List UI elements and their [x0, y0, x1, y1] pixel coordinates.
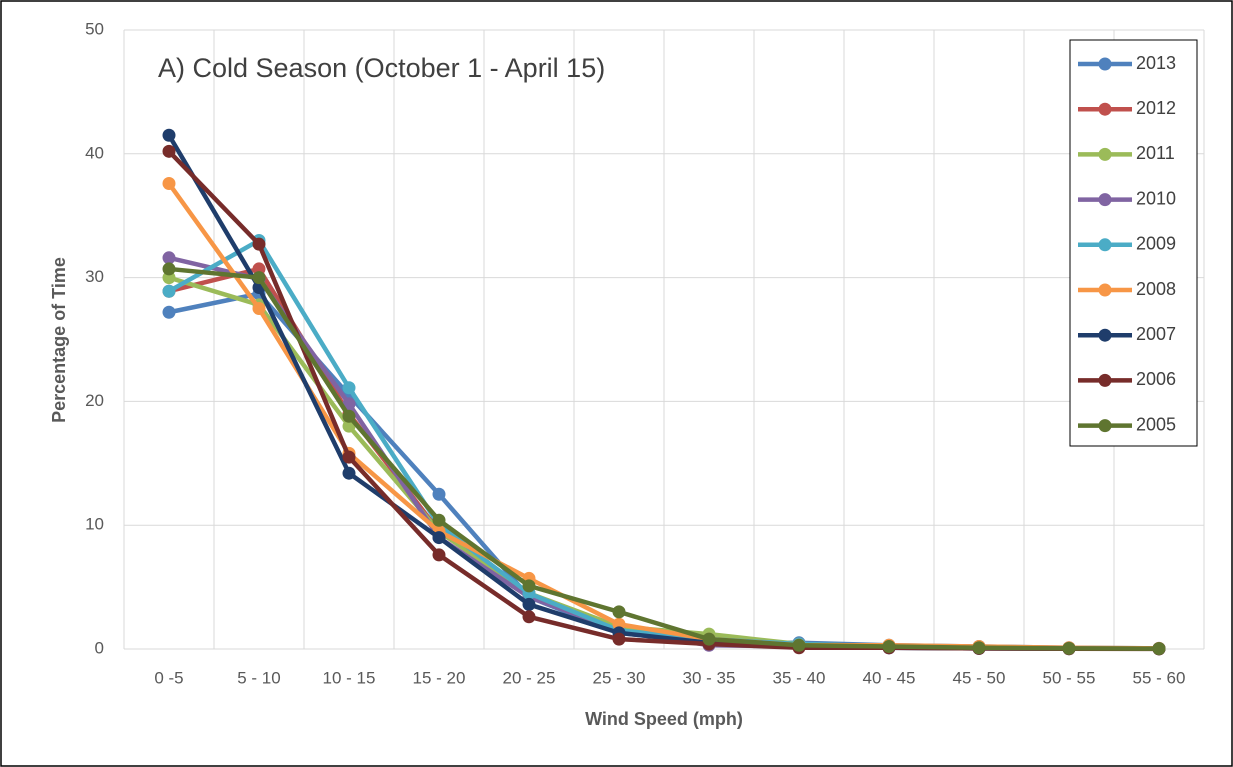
legend-marker: [1098, 57, 1112, 71]
series-line: [168, 266, 1160, 651]
x-tick-label: 50 - 55: [1043, 668, 1096, 687]
legend-label: 2011: [1136, 143, 1175, 163]
point: [342, 466, 356, 480]
legend-marker: [1098, 283, 1112, 297]
y-tick-label: 20: [85, 391, 104, 410]
point: [1152, 642, 1166, 656]
grid: 0 10 20 30 40 50 0 -5 5 - 10 10 - 15 15 - 20 20 - …: [85, 19, 1205, 687]
point: [972, 641, 986, 655]
x-tick-label: 5 - 10: [237, 668, 280, 687]
point: [792, 638, 806, 652]
point: [342, 409, 356, 423]
y-tick-label: 30: [85, 267, 104, 286]
legend-marker: [1098, 147, 1112, 161]
legend-marker: [1098, 419, 1112, 433]
x-axis-title: Wind Speed (mph): [585, 709, 743, 729]
point: [522, 597, 536, 611]
y-tick-label: 40: [85, 143, 104, 162]
point: [252, 237, 266, 251]
x-tick-label: 15 - 20: [413, 668, 466, 687]
point: [432, 487, 446, 501]
legend-marker: [1098, 328, 1112, 342]
point: [162, 284, 176, 298]
y-tick-label: 10: [85, 515, 104, 534]
point: [702, 632, 716, 646]
x-tick-label: 35 - 40: [773, 668, 826, 687]
legend-label: 2006: [1136, 369, 1176, 389]
point: [612, 632, 626, 646]
x-tick-label: 55 - 60: [1133, 668, 1186, 687]
legend-label: 2009: [1136, 234, 1176, 254]
legend-label: 2010: [1136, 188, 1176, 208]
x-tick-label: 40 - 45: [863, 668, 916, 687]
point: [162, 144, 176, 158]
x-tick-label: 20 - 25: [503, 668, 556, 687]
y-axis-title: Percentage of Time: [49, 257, 69, 423]
point: [432, 531, 446, 545]
plot: [162, 128, 1166, 656]
legend-label: 2008: [1136, 279, 1176, 299]
x-tick-label: 45 - 50: [953, 668, 1006, 687]
x-tick-label: 10 - 15: [323, 668, 376, 687]
point: [342, 381, 356, 395]
x-tick-label: 30 - 35: [683, 668, 736, 687]
point: [162, 177, 176, 191]
legend-marker: [1098, 102, 1112, 116]
point: [432, 513, 446, 527]
legend-label: 2007: [1136, 324, 1176, 344]
point: [162, 128, 176, 142]
legend-marker: [1098, 373, 1112, 387]
point: [252, 271, 266, 285]
chart-title: A) Cold Season (October 1 - April 15): [158, 53, 605, 83]
legend-label: 2005: [1136, 414, 1176, 434]
y-tick-label: 50: [85, 19, 104, 38]
legend: 2013 2012 2011 2010 2009 2008 2007 2006 2005: [1069, 39, 1198, 447]
point: [882, 640, 896, 654]
x-tick-label: 0 -5: [154, 668, 183, 687]
point: [162, 305, 176, 319]
point: [612, 605, 626, 619]
legend-marker: [1098, 193, 1112, 207]
point: [162, 262, 176, 276]
legend-label: 2013: [1136, 53, 1176, 73]
point: [252, 302, 266, 316]
legend-marker: [1098, 238, 1112, 252]
point: [1062, 641, 1076, 655]
point: [432, 548, 446, 562]
legend-label: 2012: [1136, 98, 1176, 118]
x-tick-label: 25 - 30: [593, 668, 646, 687]
point: [522, 579, 536, 593]
point: [162, 251, 176, 265]
point: [342, 450, 356, 464]
point: [522, 610, 536, 624]
y-tick-label: 0: [95, 638, 104, 657]
